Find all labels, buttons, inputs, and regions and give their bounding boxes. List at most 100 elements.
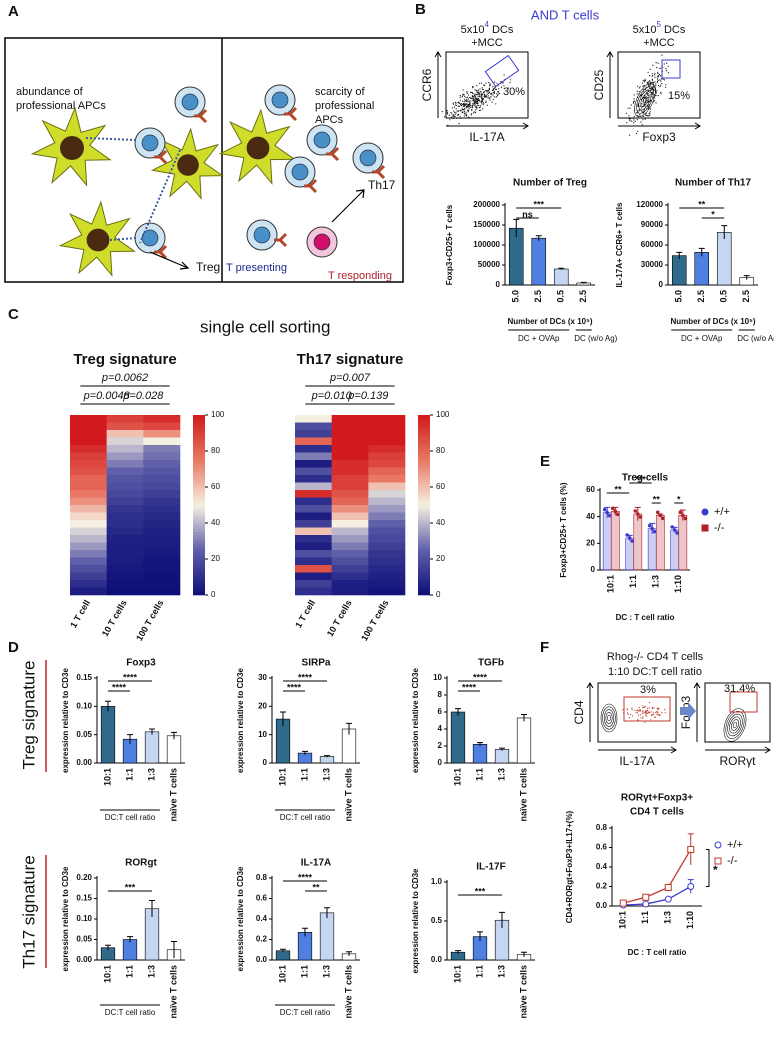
y-axis-label: expression relative to CD3e [61, 866, 70, 971]
colorbar-step [418, 571, 430, 575]
heatmap-cell [143, 512, 181, 521]
event-dot [644, 118, 646, 120]
event-dot [654, 72, 656, 74]
heatmap-cell [295, 460, 332, 468]
event-dot [477, 93, 479, 95]
colorbar-step [193, 580, 205, 584]
colorbar-step [193, 577, 205, 581]
event-dot [647, 712, 649, 714]
colorbar-step [193, 430, 205, 434]
event-dot [472, 87, 474, 89]
event-dot [653, 86, 655, 88]
event-dot [461, 107, 463, 109]
event-dot [645, 711, 647, 713]
heatmap-cell [70, 482, 107, 491]
panel-label: A [8, 3, 19, 20]
event-dot [636, 119, 638, 121]
heatmap-cell [143, 467, 181, 476]
y-axis-label: CD4+RORgt+FoxP3+IL17+(%) [565, 810, 574, 923]
heatmap-cell [70, 445, 107, 453]
event-dot [441, 111, 443, 113]
event-dot [494, 88, 496, 90]
event-dot [660, 91, 662, 94]
x-tick-label: 1:3 [496, 768, 506, 781]
data-point [642, 893, 650, 901]
heatmap-cell [143, 490, 181, 498]
colorbar-step [418, 478, 430, 482]
colorbar-step [418, 535, 430, 539]
event-dot [495, 88, 497, 90]
sig-label: **** [462, 682, 477, 692]
p-value: p=0.0062 [101, 372, 148, 384]
bar [610, 511, 620, 571]
gate-label: 30% [503, 86, 525, 98]
colorbar-step [193, 574, 205, 578]
colorbar-step [418, 451, 430, 455]
colorbar-label: 40 [211, 518, 220, 527]
event-dot [477, 95, 479, 97]
y-axis-label: Foxp3+CD25+ T cells (%) [559, 482, 568, 577]
y-tick-label: 0 [496, 280, 501, 289]
colorbar-label: 40 [436, 518, 445, 527]
heatmap-cell [143, 527, 181, 536]
event-dot [656, 90, 658, 92]
colorbar-step [418, 454, 430, 458]
event-dot [656, 710, 658, 713]
x-tick-label: 10:1 [452, 768, 462, 786]
error-bar [477, 931, 483, 942]
event-dot [654, 100, 656, 102]
event-dot [633, 116, 635, 118]
event-dot [628, 115, 630, 117]
event-dot [471, 106, 473, 109]
event-dot [454, 111, 456, 113]
y-tick-label: 0.6 [596, 843, 608, 852]
event-dot [453, 117, 455, 119]
error-bar [513, 218, 520, 237]
colorbar-step [193, 466, 205, 470]
event-dot [640, 714, 642, 716]
heatmap-cell [295, 475, 332, 483]
event-dot [459, 102, 461, 104]
y-tick-label: 0.2 [256, 935, 268, 944]
bar [319, 756, 335, 764]
heatmap-cell [295, 452, 332, 461]
t-nucleus [359, 149, 377, 167]
event-dot [461, 96, 463, 98]
event-dot [476, 91, 478, 93]
data-point [605, 510, 609, 515]
colorbar-step [418, 562, 430, 566]
y-tick-label: 0.6 [256, 894, 268, 903]
heatmap-cell [295, 565, 332, 573]
y-axis-label: expression relative to CD3e [236, 667, 245, 772]
x-axis-label: Number of DCs (x 10⁵) [507, 317, 592, 326]
colorbar-step [193, 544, 205, 548]
event-dot [471, 95, 474, 97]
x-axis-label: DC : T cell ratio [628, 948, 687, 957]
event-dot [664, 708, 666, 711]
event-dot [647, 108, 650, 110]
event-dot [657, 73, 659, 75]
contour [727, 713, 743, 737]
y-tick-label: 0 [659, 280, 664, 289]
heatmap-cell [368, 505, 406, 513]
colorbar-step [193, 538, 205, 542]
event-dot [462, 109, 464, 111]
event-dot [657, 95, 659, 97]
contour [634, 83, 656, 117]
colorbar-step [418, 421, 430, 425]
event-dot [648, 84, 650, 86]
contour [725, 711, 745, 739]
colorbar-step [193, 505, 205, 509]
sig-label: ns [522, 209, 533, 219]
heatmap-cell [106, 505, 144, 513]
legend-marker [714, 841, 722, 849]
error-bar [105, 700, 111, 712]
error-bar [280, 948, 286, 953]
y-tick-label: 20 [586, 538, 595, 547]
event-dot [450, 112, 452, 114]
event-dot [660, 93, 662, 95]
heatmap-cell [368, 467, 406, 476]
heatmap-cell [368, 452, 406, 461]
colorbar-step [418, 550, 430, 554]
event-dot [642, 717, 644, 719]
